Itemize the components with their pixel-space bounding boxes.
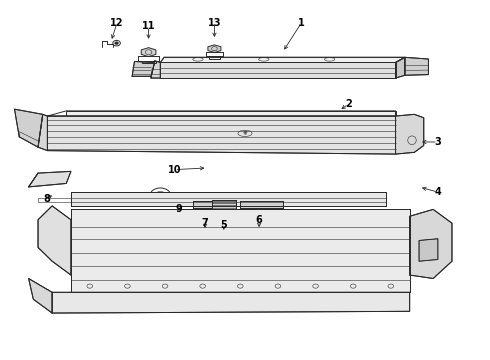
Polygon shape [66,111,395,116]
Polygon shape [28,279,52,313]
Text: 8: 8 [43,194,50,204]
Text: 13: 13 [208,18,221,28]
Text: ❋: ❋ [243,131,247,136]
Text: 7: 7 [202,218,208,228]
Polygon shape [410,210,452,279]
Polygon shape [160,57,405,63]
Polygon shape [419,239,438,261]
Polygon shape [132,62,155,76]
Polygon shape [38,206,71,275]
Polygon shape [193,201,212,208]
Polygon shape [38,114,48,150]
Polygon shape [71,210,410,292]
Polygon shape [71,192,386,206]
Polygon shape [141,48,156,57]
Polygon shape [48,116,395,154]
Text: 9: 9 [176,204,182,214]
Text: 3: 3 [435,137,441,147]
Polygon shape [28,171,71,187]
Circle shape [115,42,119,45]
Polygon shape [395,57,405,78]
Text: 2: 2 [345,99,352,109]
Text: 12: 12 [110,18,124,28]
Polygon shape [208,45,221,53]
Polygon shape [160,63,395,78]
Polygon shape [240,201,283,208]
Text: 4: 4 [435,187,441,197]
Polygon shape [395,114,424,154]
Polygon shape [151,61,160,78]
Polygon shape [405,57,428,75]
Text: 5: 5 [220,220,227,230]
Text: 1: 1 [298,18,305,28]
Polygon shape [15,109,43,147]
Text: 10: 10 [168,165,181,175]
Text: 11: 11 [142,21,155,31]
Text: 6: 6 [256,215,263,225]
Polygon shape [52,292,410,313]
Polygon shape [212,200,236,209]
